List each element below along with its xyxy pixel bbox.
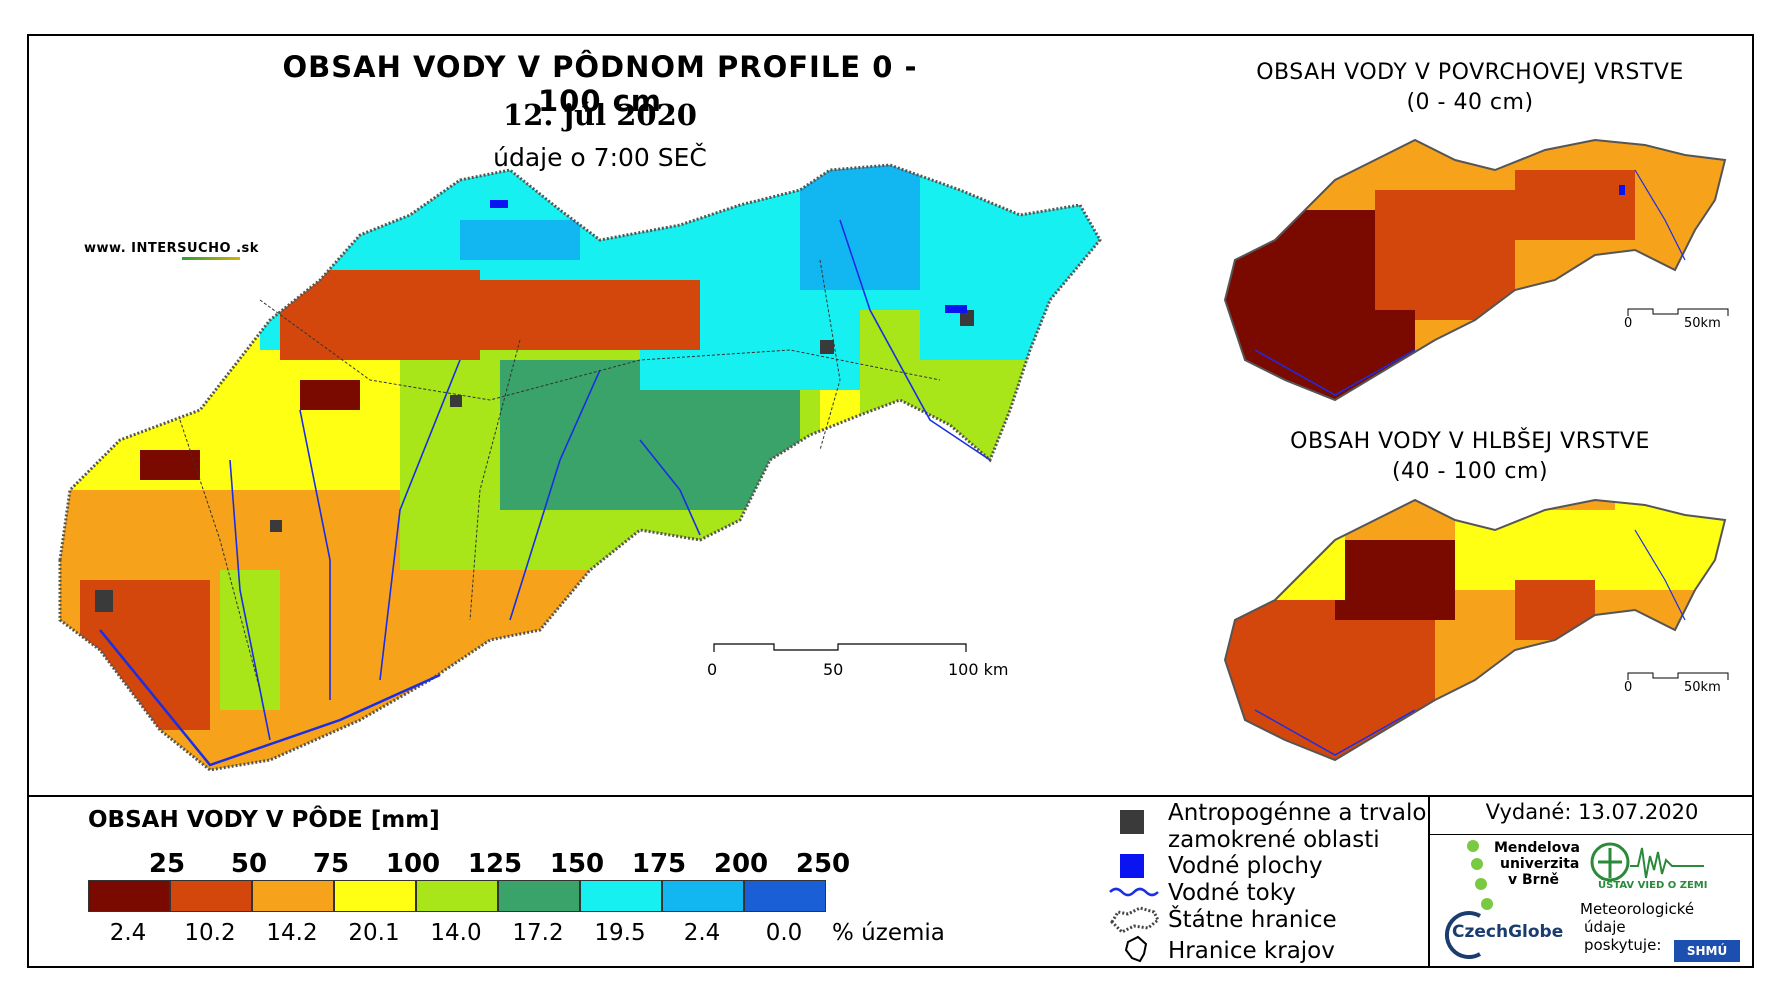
legend-percent: 19.5 [594, 920, 646, 946]
legend-color-box [662, 880, 744, 912]
legend-color-box [334, 880, 416, 912]
water-body-icon [1120, 854, 1144, 878]
czechglobe-logo-mark [1444, 911, 1482, 959]
legend-threshold: 150 [549, 849, 605, 879]
surface-map-title: OBSAH VODY V POVRCHOVEJ VRSTVE (0 - 40 c… [1256, 60, 1684, 115]
key-water-bodies: Vodné plochy [1168, 853, 1323, 879]
legend-color-box [416, 880, 498, 912]
map-frame [27, 34, 1754, 968]
river-icon [1109, 887, 1159, 897]
deep-scale-0: 0 [1624, 680, 1633, 695]
legend-threshold: 125 [467, 849, 523, 879]
legend-percent: 2.4 [683, 920, 721, 946]
legend-threshold: 25 [148, 849, 186, 879]
main-scale-0: 0 [707, 660, 718, 679]
issued-underline [1430, 834, 1754, 835]
legend-color-box [580, 880, 662, 912]
state-border-icon [1110, 906, 1160, 934]
legend-title: OBSAH VODY V PÔDE [mm] [88, 807, 440, 833]
legend-threshold: 50 [230, 849, 268, 879]
key-state-border: Štátne hranice [1168, 907, 1337, 933]
legend-percent: 17.2 [512, 920, 564, 946]
legend-threshold: 250 [795, 849, 851, 879]
main-map-time: údaje o 7:00 SEČ [493, 143, 707, 172]
surface-scale-50: 50km [1684, 316, 1721, 331]
deep-map-title: OBSAH VODY V HLBŠEJ VRSTVE (40 - 100 cm) [1290, 429, 1650, 484]
main-scale-bar [713, 643, 967, 652]
intersucho-underline [182, 257, 240, 260]
legend-percent: 0.0 [765, 920, 803, 946]
deep-soil-water-map [1223, 498, 1727, 762]
surface-scale-bar [1627, 308, 1729, 316]
legend-threshold: 100 [385, 849, 441, 879]
key-urban: Antropogénne a trvalo zamokrené oblasti [1168, 800, 1427, 853]
legend-color-box [498, 880, 580, 912]
main-scale-100: 100 km [948, 660, 1009, 679]
main-map-date: 12. júl 2020 [503, 98, 697, 132]
legend-percent: 2.4 [109, 920, 147, 946]
region-border-icon [1124, 935, 1148, 963]
legend-percent-unit: % územia [832, 920, 945, 946]
legend-color-box [88, 880, 170, 912]
legend-color-box [170, 880, 252, 912]
deep-scale-50: 50km [1684, 680, 1721, 695]
legend-threshold: 200 [713, 849, 769, 879]
urban-area-icon [1120, 810, 1144, 834]
main-scale-50: 50 [823, 660, 844, 679]
issued-separator [1428, 795, 1430, 968]
issued-date: Vydané: 13.07.2020 [1485, 800, 1699, 824]
key-regions: Hranice krajov [1168, 938, 1335, 964]
mendel-university-text: Mendelova univerzita v Brně [1494, 840, 1580, 888]
surface-scale-0: 0 [1624, 316, 1633, 331]
czechglobe-logo-text: CzechGlobe [1452, 922, 1564, 942]
legend-threshold: 75 [312, 849, 350, 879]
uvz-logo-text: ÚSTAV VIED O ZEMI [1598, 880, 1708, 891]
key-rivers: Vodné toky [1168, 880, 1296, 906]
main-map-title: OBSAH VODY V PÔDNOM PROFILE 0 - 100 cm [282, 50, 918, 118]
legend-percent: 14.2 [266, 920, 318, 946]
legend-percent: 10.2 [184, 920, 236, 946]
legend-percent: 20.1 [348, 920, 400, 946]
legend-percent: 14.0 [430, 920, 482, 946]
intersucho-site[interactable]: www. INTERSUCHO .sk [84, 241, 259, 256]
shmu-logo: SHMÚ [1674, 940, 1740, 962]
uvz-logo-mark [1590, 842, 1704, 882]
legend-color-box [252, 880, 334, 912]
main-soil-water-map [58, 163, 1102, 772]
surface-soil-water-map [1223, 138, 1727, 402]
mendel-university-logo [1467, 840, 1493, 910]
meteo-data-provider: Meteorologické údaje poskytuje: [1580, 900, 1695, 954]
legend-threshold: 175 [631, 849, 687, 879]
deep-scale-bar [1627, 672, 1729, 680]
legend-separator [27, 795, 1754, 797]
legend-color-box [744, 880, 826, 912]
